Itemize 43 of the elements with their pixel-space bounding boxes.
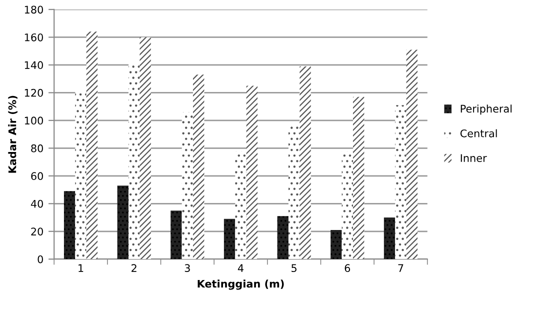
bar xyxy=(75,91,86,260)
y-tick-label: 180 xyxy=(24,6,43,14)
bar xyxy=(182,112,194,260)
y-tick-label: 140 xyxy=(24,61,43,70)
bar xyxy=(170,210,182,260)
bar xyxy=(246,86,258,260)
bar xyxy=(300,66,311,260)
bar xyxy=(330,230,342,260)
legend-label: Inner xyxy=(460,154,487,162)
y-tick-label: 80 xyxy=(31,144,43,152)
bar xyxy=(235,150,246,260)
bar xyxy=(395,105,406,260)
x-tick-label: 4 xyxy=(238,264,244,272)
bar xyxy=(342,150,353,260)
x-tick-label: 7 xyxy=(398,264,404,272)
bar xyxy=(64,191,76,260)
bar xyxy=(406,50,418,260)
bar xyxy=(384,218,396,260)
x-axis-title: Ketinggian (m) xyxy=(198,280,284,290)
bar xyxy=(193,74,204,260)
y-tick-label: 100 xyxy=(24,116,43,125)
y-tick-label: 40 xyxy=(30,200,43,208)
bar xyxy=(128,64,140,260)
bar xyxy=(86,32,98,260)
legend-label: Peripheral xyxy=(460,104,512,115)
bar xyxy=(277,216,288,260)
x-tick-label: 6 xyxy=(344,264,350,272)
y-tick-label: 120 xyxy=(24,88,43,97)
y-axis-title: Kadar Air (%) xyxy=(8,96,18,173)
legend-label: Central xyxy=(460,129,497,138)
x-tick-label: 1 xyxy=(78,264,84,272)
bar xyxy=(288,126,300,260)
bar xyxy=(140,37,151,260)
y-tick-label: 60 xyxy=(31,172,43,180)
x-tick-label: 5 xyxy=(292,264,296,272)
bar xyxy=(353,96,364,260)
x-tick-label: 2 xyxy=(132,264,136,272)
y-tick-label: 0 xyxy=(38,255,43,264)
bar xyxy=(224,218,236,260)
bar xyxy=(117,186,128,260)
y-tick-label: 160 xyxy=(24,33,43,42)
y-tick-label: 20 xyxy=(31,228,43,236)
x-tick-label: 3 xyxy=(184,264,190,272)
